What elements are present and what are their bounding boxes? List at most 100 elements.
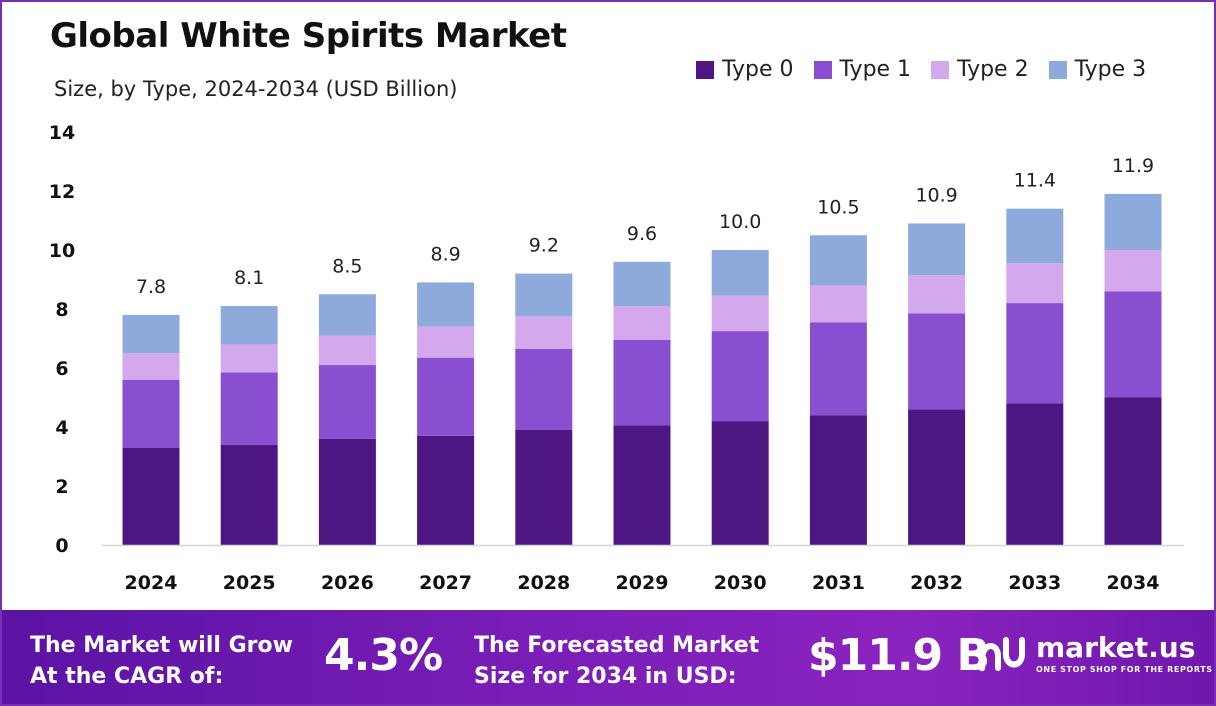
bar-segment-type-1-2031 <box>809 322 867 416</box>
brand-text: market.us ONE STOP SHOP FOR THE REPORTS <box>1036 631 1213 675</box>
legend-item-type-1: Type 1 <box>813 57 912 82</box>
bar-segment-type-0-2027 <box>417 435 475 545</box>
bar-segment-type-0-2031 <box>809 415 867 545</box>
bar-total-label: 7.8 <box>136 276 166 298</box>
bar-total-label: 8.9 <box>430 243 460 265</box>
bar-segment-type-2-2026 <box>318 335 376 366</box>
legend-label-type-1: Type 1 <box>839 57 912 82</box>
x-tick-label: 2028 <box>517 572 570 594</box>
y-tick-label: 0 <box>55 535 68 557</box>
stacked-bar-chart: 0 2 4 6 8 10 12 14 7.8 2024 8.1 2025 8.5 2026 8.9 2027 9… <box>49 122 1184 594</box>
bar-segment-type-3-2030 <box>711 250 769 296</box>
legend: Type 0 Type 1 Type 2 Type 3 <box>696 57 1146 82</box>
bar-total-label: 9.6 <box>627 223 657 245</box>
bar-segment-type-3-2026 <box>318 294 376 336</box>
bar-total-label: 10.5 <box>817 196 859 218</box>
x-tick-label: 2029 <box>616 572 669 594</box>
footer-banner: The Market will Grow At the CAGR of: 4.3… <box>2 610 1214 704</box>
brand-name: market.us <box>1036 631 1196 664</box>
bar-segment-type-0-2032 <box>908 409 966 545</box>
legend-item-type-3: Type 3 <box>1048 57 1147 82</box>
bar-segment-type-1-2024 <box>122 379 180 448</box>
bar-total-label: 10.9 <box>915 184 957 206</box>
x-tick-label: 2032 <box>910 572 963 594</box>
legend-swatch-type-3 <box>1048 60 1067 79</box>
y-tick-label: 6 <box>55 358 68 380</box>
market-us-logo-icon <box>978 637 1025 672</box>
x-tick-label: 2030 <box>714 572 767 594</box>
legend-swatch-type-0 <box>696 60 714 79</box>
y-tick-label: 12 <box>49 181 75 203</box>
bar-segment-type-0-2026 <box>318 438 376 545</box>
bar-segment-type-2-2027 <box>417 326 475 358</box>
bar-total-label: 10.0 <box>719 211 761 233</box>
cagr-label-line-1: The Market will Grow <box>30 633 293 658</box>
bar-segment-type-1-2025 <box>220 372 278 445</box>
bar-segment-type-1-2034 <box>1104 291 1162 398</box>
forecast-label-line-1: The Forecasted Market <box>474 633 760 658</box>
legend-item-type-2: Type 2 <box>931 57 1029 82</box>
bar-total-label: 11.9 <box>1112 155 1154 177</box>
bar-segment-type-0-2024 <box>122 447 180 545</box>
x-tick-label: 2026 <box>321 572 374 594</box>
forecast-label-line-2: Size for 2034 in USD: <box>474 664 737 689</box>
bar-segment-type-2-2029 <box>613 306 671 340</box>
chart-title: Global White Spirits Market <box>50 16 567 56</box>
bar-segment-type-2-2034 <box>1104 250 1162 292</box>
bar-segment-type-2-2030 <box>711 295 769 332</box>
legend-swatch-type-1 <box>813 60 832 79</box>
forecast-value: $11.9 B <box>808 630 990 681</box>
bar-segment-type-1-2033 <box>1006 303 1064 404</box>
bar-segment-type-3-2029 <box>613 261 671 307</box>
bar-segment-type-0-2034 <box>1104 397 1162 545</box>
x-tick-label: 2033 <box>1008 572 1061 594</box>
bar-segment-type-3-2031 <box>809 235 867 286</box>
bar-segment-type-3-2033 <box>1006 208 1064 264</box>
y-tick-label: 2 <box>55 476 68 498</box>
x-tick-label: 2034 <box>1107 572 1160 594</box>
cagr-label-line-2: At the CAGR of: <box>30 664 224 689</box>
y-tick-label: 14 <box>49 122 75 144</box>
bar-segment-type-2-2033 <box>1006 263 1064 304</box>
bar-total-label: 9.2 <box>529 235 559 257</box>
y-tick-label: 10 <box>49 240 75 262</box>
bar-segment-type-2-2028 <box>515 316 573 349</box>
legend-label-type-0: Type 0 <box>722 57 794 82</box>
bar-segment-type-2-2024 <box>122 353 180 380</box>
legend-label-type-3: Type 3 <box>1074 57 1147 82</box>
bar-segment-type-0-2030 <box>711 421 769 545</box>
bar-segment-type-3-2032 <box>908 223 966 276</box>
bar-segment-type-2-2025 <box>220 344 278 373</box>
bar-segment-type-1-2026 <box>318 365 376 439</box>
bar-total-label: 11.4 <box>1014 170 1056 192</box>
bar-segment-type-2-2032 <box>908 275 966 314</box>
bar-segment-type-0-2033 <box>1006 403 1064 545</box>
x-tick-label: 2024 <box>125 572 178 594</box>
chart-subtitle: Size, by Type, 2024-2034 (USD Billion) <box>54 77 458 101</box>
bar-total-label: 8.5 <box>332 255 362 277</box>
cagr-value: 4.3% <box>324 630 443 681</box>
forecast-label: The Forecasted Market Size for 2034 in U… <box>474 630 794 692</box>
y-tick-label: 8 <box>55 299 68 321</box>
legend-item-type-0: Type 0 <box>696 57 794 82</box>
brand-tagline: ONE STOP SHOP FOR THE REPORTS <box>1036 665 1213 674</box>
bar-segment-type-1-2030 <box>711 331 769 422</box>
x-tick-label: 2025 <box>223 572 276 594</box>
bar-total-label: 8.1 <box>234 267 264 289</box>
bar-segment-type-3-2025 <box>220 306 278 345</box>
x-tick-label: 2031 <box>812 572 865 594</box>
bar-segment-type-0-2025 <box>220 444 278 545</box>
bar-segment-type-2-2031 <box>809 285 867 323</box>
bar-segment-type-1-2028 <box>515 348 573 430</box>
x-tick-label: 2027 <box>419 572 472 594</box>
bar-segment-type-1-2032 <box>908 313 966 410</box>
brand[interactable]: market.us ONE STOP SHOP FOR THE REPORTS <box>976 634 1213 674</box>
bar-segment-type-3-2027 <box>417 282 475 327</box>
bar-segment-type-3-2028 <box>515 273 573 317</box>
bar-segment-type-1-2029 <box>613 339 671 426</box>
y-tick-label: 4 <box>55 417 68 439</box>
bar-segment-type-0-2029 <box>613 425 671 545</box>
bar-segment-type-3-2024 <box>122 314 180 354</box>
bar-segment-type-1-2027 <box>417 357 475 436</box>
